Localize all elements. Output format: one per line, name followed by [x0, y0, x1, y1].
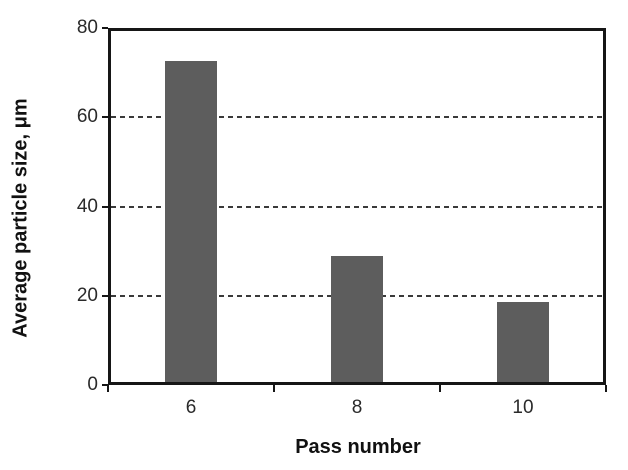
gridline [111, 205, 603, 208]
y-axis-tick [102, 205, 108, 208]
x-axis-tick [439, 385, 441, 392]
bar [331, 256, 383, 385]
bar [165, 61, 217, 385]
x-tick-label: 10 [512, 397, 534, 418]
x-tick-label: 6 [185, 397, 197, 418]
y-tick-label: 80 [76, 17, 98, 38]
x-axis-tick [107, 385, 109, 392]
y-axis-tick [102, 384, 108, 386]
x-axis-tick [605, 385, 607, 392]
y-axis-tick [102, 27, 108, 29]
y-axis-tick [102, 294, 108, 297]
bar [497, 301, 549, 385]
y-axis-title-text: Average particle size, μm [9, 98, 32, 338]
y-tick-label: 40 [76, 195, 98, 217]
plot-area [108, 28, 606, 385]
y-tick-label: 60 [76, 106, 98, 128]
y-tick-label: 20 [76, 284, 98, 306]
y-axis-tick [102, 116, 108, 119]
x-tick-label: 8 [351, 397, 363, 418]
y-tick-label: 0 [87, 374, 98, 395]
x-axis-tick [273, 385, 275, 392]
gridline [111, 116, 603, 119]
x-axis-title: Pass number [295, 436, 421, 458]
